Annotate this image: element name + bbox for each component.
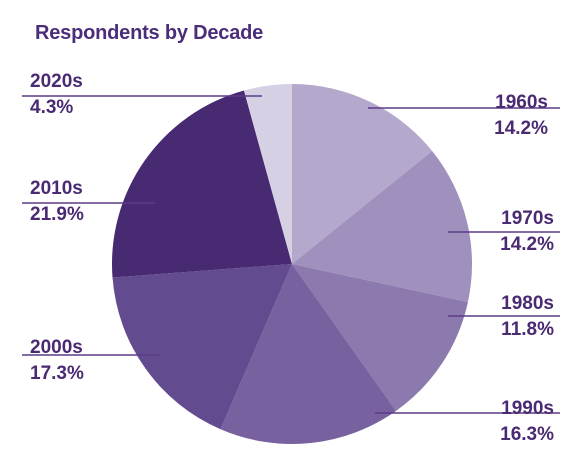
chart-title: Respondents by Decade [35, 22, 264, 44]
slice-label-1960s: 1960s [495, 92, 548, 113]
slice-label-2000s: 2000s [30, 337, 83, 358]
slice-value-2020s: 4.3% [30, 97, 73, 118]
slice-labels: 1960s 14.2% 1970s 14.2% 1980s 11.8% 1990s 16.3%… [30, 71, 554, 445]
leader-lines [22, 95, 560, 414]
pie-slice-2020s [243, 84, 292, 264]
slice-label-1970s: 1970s [501, 208, 554, 229]
slice-label-2010s: 2010s [30, 178, 83, 199]
pie-slice-2010s [111, 90, 292, 278]
slice-value-1990s: 16.3% [500, 424, 554, 445]
pie-slices [111, 84, 472, 445]
slice-value-1980s: 11.8% [501, 319, 554, 340]
slice-label-1980s: 1980s [501, 293, 554, 314]
slice-label-1990s: 1990s [501, 398, 554, 419]
slice-value-2010s: 21.9% [30, 204, 84, 225]
pie-slice-1980s [292, 264, 468, 411]
slice-value-1970s: 14.2% [500, 234, 554, 255]
pie-slice-1990s [220, 264, 396, 445]
slice-label-2020s: 2020s [30, 71, 83, 92]
pie-slice-1960s [292, 84, 433, 264]
pie-slice-1970s [292, 151, 472, 303]
slice-value-1960s: 14.2% [494, 118, 548, 139]
slice-value-2000s: 17.3% [30, 363, 84, 384]
pie-slice-2000s [112, 264, 292, 430]
